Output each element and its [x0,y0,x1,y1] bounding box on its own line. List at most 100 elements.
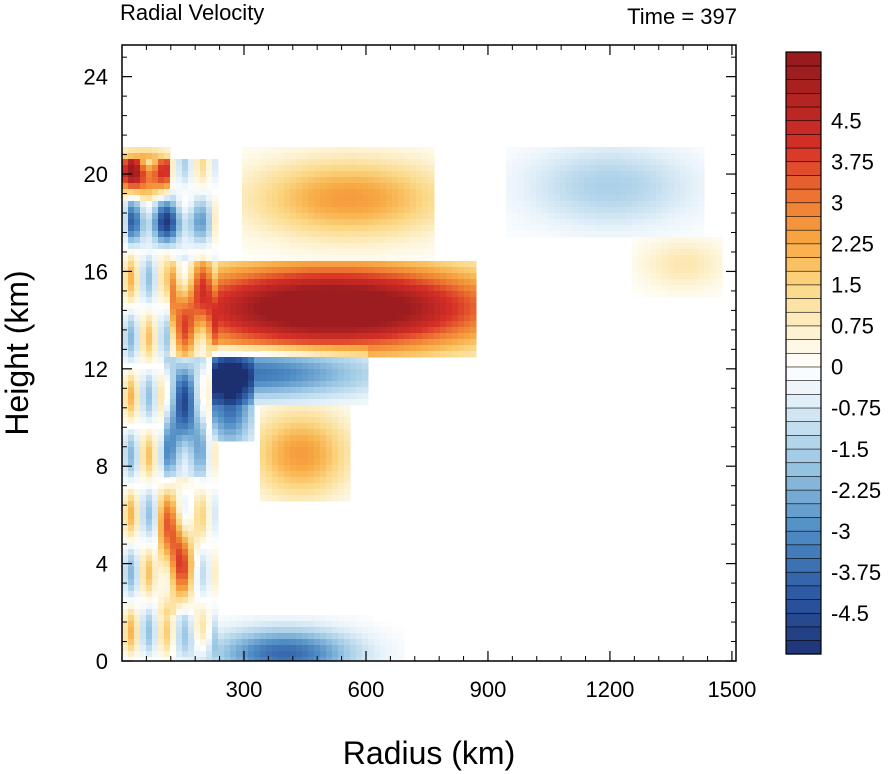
heatmap-cell [218,309,225,316]
heatmap-cell [224,387,231,394]
heatmap-cell [128,363,135,370]
heatmap-cell [308,261,315,268]
heatmap-cell [320,393,327,400]
heatmap-cell [170,351,177,358]
heatmap-cell [266,435,273,442]
heatmap-cell [128,441,135,448]
heatmap-cell [200,231,207,238]
heatmap-cell [428,147,435,154]
heatmap-cell [182,363,189,370]
heatmap-cell [290,315,297,322]
heatmap-cell [620,207,627,214]
heatmap-cell [158,351,165,358]
heatmap-cell [338,339,345,346]
heatmap-cell [662,153,669,160]
heatmap-cell [398,315,405,322]
heatmap-cell [278,267,285,274]
heatmap-cell [236,423,243,430]
heatmap-cell [158,393,165,400]
heatmap-cell [296,411,303,418]
heatmap-cell [218,381,225,388]
heatmap-cell [428,225,435,232]
heatmap-cell [326,183,333,190]
heatmap-cell [644,171,651,178]
x-tick-label: 600 [348,677,385,702]
heatmap-cell [344,327,351,334]
heatmap-cell [290,363,297,370]
heatmap-cell [200,639,207,646]
heatmap-cell [254,339,261,346]
heatmap-cell [434,339,441,346]
heatmap-cell [428,339,435,346]
heatmap-cell [368,195,375,202]
heatmap-cell [608,207,615,214]
heatmap-cell [344,147,351,154]
heatmap-cell [704,273,711,280]
heatmap-cell [344,621,351,628]
heatmap-cell [308,459,315,466]
heatmap-cell [362,147,369,154]
heatmap-cell [320,375,327,382]
heatmap-cell [398,321,405,328]
heatmap-cell [572,189,579,196]
heatmap-cell [206,357,213,364]
heatmap-cell [662,207,669,214]
heatmap-cell [200,309,207,316]
heatmap-cell [188,579,195,586]
heatmap-cell [620,177,627,184]
heatmap-cell [128,417,135,424]
heatmap-cell [314,351,321,358]
heatmap-cell [374,345,381,352]
heatmap-cell [158,549,165,556]
heatmap-cell [140,435,147,442]
heatmap-cell [440,297,447,304]
heatmap-cell [506,153,513,160]
heatmap-cell [164,345,171,352]
heatmap-cell [248,423,255,430]
heatmap-cell [470,351,477,358]
colorbar-cell [785,161,822,176]
heatmap-cell [188,417,195,424]
heatmap-cell [194,429,201,436]
heatmap-cell [326,231,333,238]
heatmap-cell [596,165,603,172]
heatmap-cell [602,177,609,184]
heatmap-cell [302,237,309,244]
heatmap-cell [308,423,315,430]
heatmap-cell [674,153,681,160]
heatmap-cell [164,633,171,640]
heatmap-cell [326,459,333,466]
heatmap-cell [164,165,171,172]
heatmap-cell [350,639,357,646]
heatmap-cell [296,645,303,652]
heatmap-cell [584,189,591,196]
heatmap-cell [638,147,645,154]
heatmap-cell [392,645,399,652]
heatmap-cell [314,183,321,190]
heatmap-cell [638,291,645,298]
heatmap-cell [680,171,687,178]
heatmap-cell [350,219,357,226]
heatmap-cell [578,195,585,202]
heatmap-cell [260,255,267,262]
heatmap-cell [248,363,255,370]
heatmap-cell [284,261,291,268]
heatmap-cell [698,171,705,178]
heatmap-cell [338,327,345,334]
heatmap-cell [368,189,375,196]
heatmap-cell [212,573,219,580]
heatmap-cell [296,267,303,274]
heatmap-cell [122,291,129,298]
heatmap-cell [566,189,573,196]
heatmap-cell [524,213,531,220]
heatmap-cell [260,375,267,382]
heatmap-cell [422,255,429,262]
heatmap-cell [182,309,189,316]
heatmap-cell [218,261,225,268]
heatmap-cell [272,279,279,286]
heatmap-cell [284,423,291,430]
heatmap-cell [644,213,651,220]
heatmap-cell [146,483,153,490]
heatmap-cell [278,285,285,292]
heatmap-cell [248,369,255,376]
